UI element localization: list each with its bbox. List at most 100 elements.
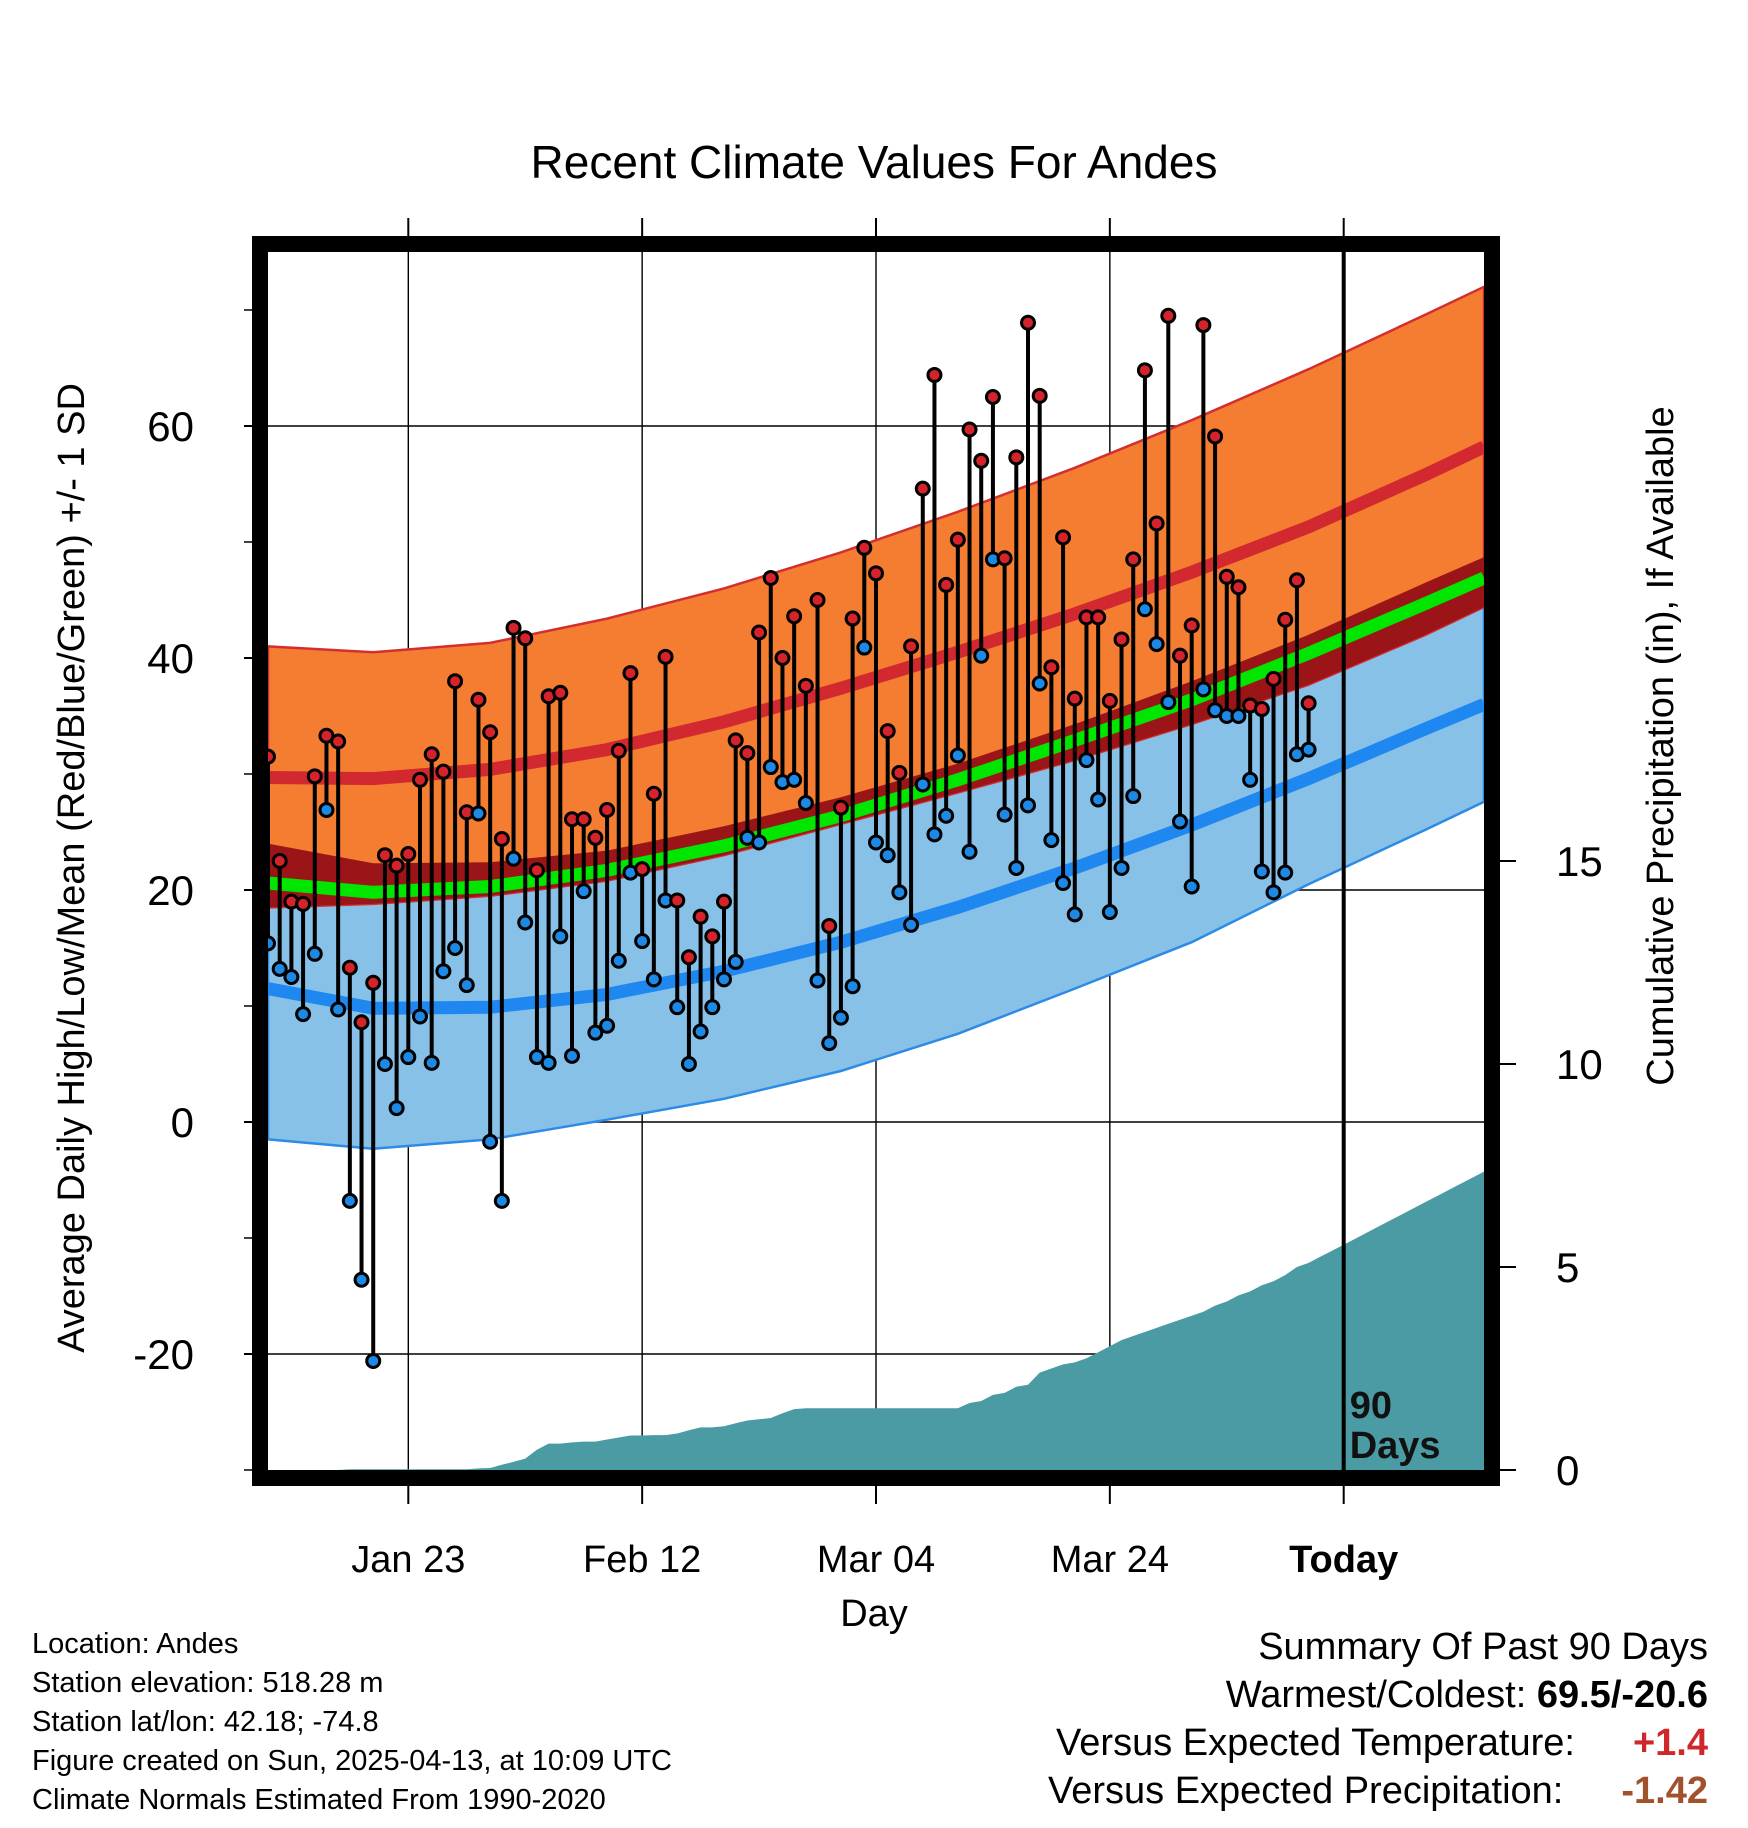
high-point (1090, 609, 1107, 626)
high-point (610, 742, 627, 759)
high-point (1043, 659, 1060, 676)
high-point (388, 857, 405, 874)
summary-precip: Versus Expected Precipitation: -1.42 (1048, 1767, 1708, 1815)
low-point (575, 883, 592, 900)
low-point (797, 795, 814, 811)
low-point (727, 953, 744, 970)
window-label-days: Days (1350, 1425, 1441, 1467)
high-point (762, 569, 779, 586)
precip-anomaly-value: -1.42 (1621, 1770, 1708, 1812)
low-point (423, 1054, 440, 1071)
low-point (903, 916, 920, 933)
low-point (271, 960, 288, 977)
high-point (1113, 631, 1130, 648)
low-point (505, 850, 522, 867)
y2-tick-label: 5 (1556, 1244, 1579, 1291)
low-point (306, 945, 323, 962)
high-point (1136, 362, 1153, 379)
temp-anomaly-label: Versus Expected Temperature: (1056, 1722, 1575, 1764)
high-point (774, 650, 791, 666)
low-point (400, 1049, 417, 1066)
low-point (1031, 675, 1048, 692)
high-point (634, 861, 651, 878)
low-point (634, 933, 651, 950)
low-point (1300, 741, 1317, 758)
x-tick-label: Mar 24 (1051, 1539, 1169, 1581)
y-tick-label: 0 (171, 1099, 194, 1146)
high-point (1020, 314, 1036, 331)
high-point (599, 801, 616, 818)
high-point (552, 684, 569, 701)
low-point (809, 972, 826, 989)
high-point (926, 366, 943, 383)
location-text: Location: Andes (32, 1628, 239, 1660)
low-point (517, 914, 534, 931)
low-point (692, 1023, 709, 1040)
high-point (587, 829, 604, 846)
high-point (973, 452, 990, 469)
low-point (1230, 708, 1247, 724)
y2-axis-label: Cumulative Precipitation (in), If Availa… (1640, 406, 1682, 1085)
low-point (1020, 797, 1036, 814)
warm-cold-label: Warmest/Coldest: (1225, 1674, 1527, 1716)
low-point (552, 928, 569, 945)
high-point (1277, 611, 1294, 628)
high-point (739, 745, 756, 762)
low-point (493, 1192, 510, 1209)
high-point (704, 928, 721, 945)
high-point (879, 723, 896, 740)
high-point (914, 480, 931, 497)
low-point (341, 1192, 358, 1209)
window-label-number: 90 (1350, 1385, 1392, 1427)
low-point (564, 1047, 580, 1064)
high-point (493, 830, 510, 847)
high-point (1218, 568, 1235, 585)
low-point (891, 884, 908, 901)
high-point (786, 608, 803, 625)
high-point (365, 974, 382, 991)
high-point (868, 565, 884, 582)
high-point (1253, 701, 1270, 718)
high-point (1101, 692, 1118, 709)
y2-tick-label: 10 (1556, 1041, 1603, 1088)
low-point (388, 1100, 405, 1117)
high-point (716, 893, 732, 910)
low-point (1136, 601, 1153, 618)
high-point (575, 811, 592, 828)
high-point (645, 785, 662, 802)
low-point (762, 759, 779, 776)
high-point (400, 846, 417, 863)
high-point (657, 648, 674, 665)
high-point (1265, 670, 1282, 687)
low-point (1172, 813, 1188, 830)
low-point (1008, 859, 1025, 876)
low-point (470, 805, 487, 822)
low-point (961, 843, 978, 860)
high-point (751, 624, 768, 641)
summary-panel: Summary Of Past 90 Days Warmest/Coldest:… (1048, 1623, 1708, 1815)
low-point (879, 847, 896, 864)
y-tick-label: 20 (147, 867, 194, 914)
high-point (505, 619, 522, 636)
high-point (1160, 307, 1177, 324)
summary-temp: Versus Expected Temperature: +1.4 (1048, 1719, 1708, 1767)
high-point (435, 763, 452, 780)
low-point (868, 834, 884, 851)
high-point (821, 917, 838, 934)
high-point (470, 691, 487, 708)
high-point (1008, 449, 1025, 466)
x-tick-label: Today (1289, 1539, 1398, 1581)
plot-frame (252, 236, 1500, 1486)
high-point (1195, 317, 1212, 334)
high-point (622, 665, 639, 682)
y-tick-label: -20 (133, 1331, 194, 1378)
low-point (832, 1009, 849, 1026)
high-point (832, 799, 849, 816)
low-point (751, 834, 768, 851)
low-point (1242, 771, 1259, 788)
high-point (1066, 690, 1083, 707)
high-point (1183, 617, 1200, 634)
low-point (1055, 875, 1072, 892)
